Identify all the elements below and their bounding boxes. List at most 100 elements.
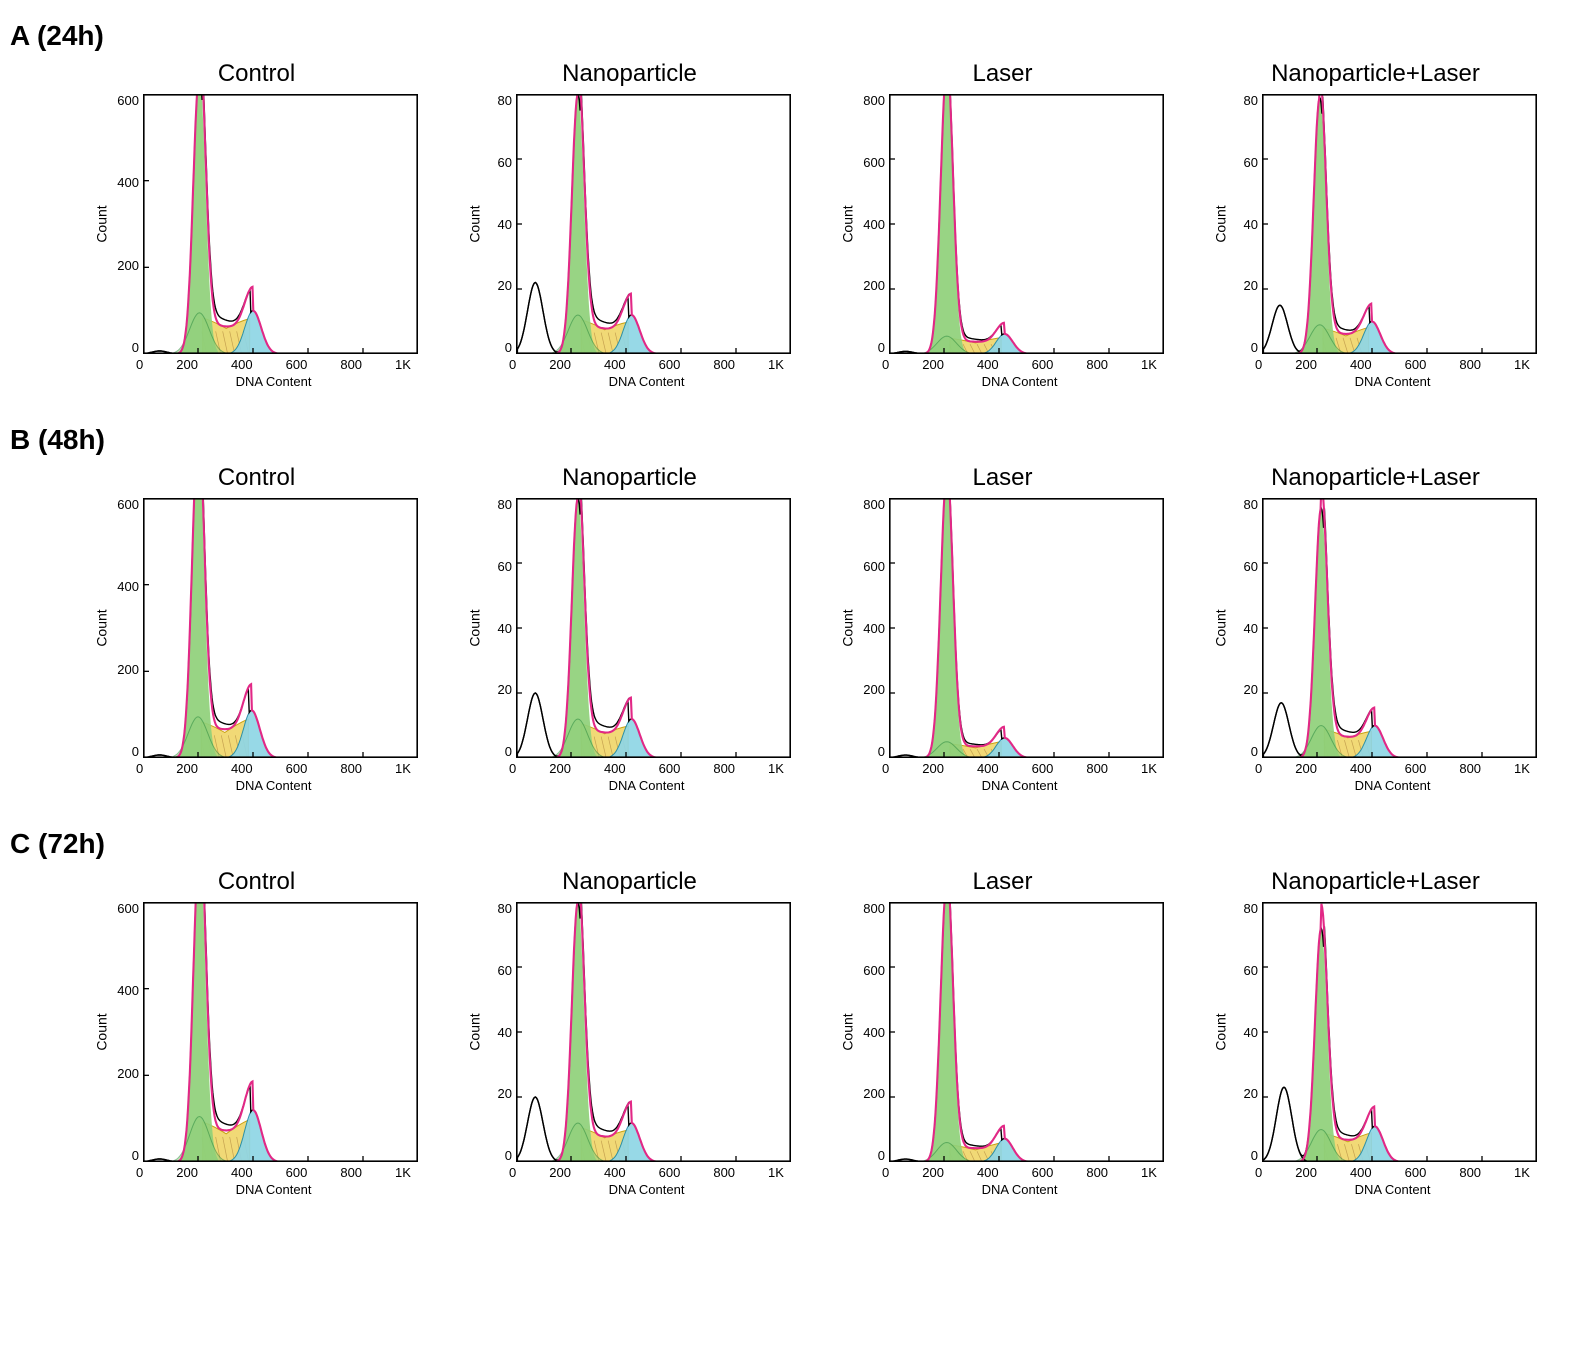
x-tick: 200 [1295, 1165, 1317, 1180]
y-tick: 0 [1228, 745, 1258, 758]
y-tick: 0 [1228, 1149, 1258, 1162]
y-tick: 40 [482, 218, 512, 231]
y-tick: 20 [482, 683, 512, 696]
panel: ControlCount600400200002004006008001KDNA… [95, 60, 418, 389]
x-tick: 800 [1086, 761, 1108, 776]
x-tick: 1K [768, 761, 784, 776]
panel: Nanoparticle+LaserCount80604020002004006… [1214, 464, 1537, 793]
panel: Nanoparticle+Laser Count8060402000 200 400 6… [1214, 60, 1537, 389]
x-tick: 200 [549, 761, 571, 776]
y-ticks: 6004002000 [109, 498, 143, 758]
x-tick: 600 [1405, 761, 1427, 776]
y-ticks: 806040200 [482, 902, 516, 1162]
y-axis-label: Count [94, 1013, 110, 1050]
x-ticks: 02004006008001K [509, 357, 784, 372]
y-tick: 0 [482, 341, 512, 354]
x-tick: 800 [1459, 761, 1481, 776]
y-tick: 400 [109, 580, 139, 593]
x-tick: 600 [1032, 1165, 1054, 1180]
x-axis-label: DNA Content [882, 1182, 1157, 1197]
y-tick: 800 [855, 94, 885, 107]
y-tick: 400 [855, 218, 885, 231]
x-tick: 200 [1295, 357, 1317, 372]
x-ticks: 02004006008001K [882, 761, 1157, 776]
x-tick: 1K [395, 761, 411, 776]
x-tick: 0 [509, 357, 516, 372]
panel: ControlCount600400200002004006008001KDNA… [95, 868, 418, 1197]
y-tick: 80 [482, 498, 512, 511]
y-tick: 200 [109, 663, 139, 676]
x-tick: 600 [1032, 357, 1054, 372]
figure-root: A (24h)ControlCount600400200002004006008… [10, 20, 1569, 1197]
y-tick: 400 [855, 1026, 885, 1039]
panel-title: Laser [972, 60, 1032, 88]
y-tick: 40 [482, 1026, 512, 1039]
x-ticks: 02004006008001K [509, 1165, 784, 1180]
x-tick: 200 [549, 357, 571, 372]
y-tick: 0 [1228, 341, 1258, 354]
x-tick: 400 [1350, 357, 1372, 372]
histogram-svg [516, 902, 791, 1162]
y-axis-label: Count [840, 205, 856, 242]
y-tick: 0 [855, 745, 885, 758]
x-axis-label: DNA Content [882, 778, 1157, 793]
chart-wrap: Count8006004002000 [841, 94, 1164, 354]
x-tick: 800 [713, 761, 735, 776]
x-tick: 400 [231, 357, 253, 372]
x-tick: 1K [1141, 1165, 1157, 1180]
y-tick: 80 [482, 902, 512, 915]
x-tick: 600 [659, 1165, 681, 1180]
panel-title: Nanoparticle+Laser [1271, 60, 1480, 88]
y-tick: 200 [855, 279, 885, 292]
y-tick: 0 [109, 1149, 139, 1162]
x-axis-label: DNA Content [509, 374, 784, 389]
y-tick: 0 [482, 745, 512, 758]
x-tick: 200 [1295, 761, 1317, 776]
x-tick: 200 [922, 761, 944, 776]
x-tick: 600 [1405, 357, 1427, 372]
x-ticks: 02004006008001K [136, 761, 411, 776]
x-tick: 200 [922, 357, 944, 372]
y-tick: 800 [855, 498, 885, 511]
y-ticks: 6004002000 [109, 94, 143, 354]
x-tick: 400 [604, 761, 626, 776]
x-tick: 1K [768, 357, 784, 372]
x-tick: 400 [977, 1165, 999, 1180]
y-tick: 40 [482, 622, 512, 635]
x-axis-label: DNA Content [509, 778, 784, 793]
x-tick: 0 [1255, 761, 1262, 776]
x-tick: 0 [509, 1165, 516, 1180]
x-axis-label: DNA Content [509, 1182, 784, 1197]
y-axis-label: Count [94, 609, 110, 646]
panel: LaserCount800600400200002004006008001KDN… [841, 868, 1164, 1197]
histogram-svg [143, 902, 418, 1162]
section-label: A (24h) [10, 20, 1569, 52]
y-tick: 200 [109, 259, 139, 272]
y-tick: 0 [109, 341, 139, 354]
chart-wrap: Count806040200 [468, 94, 791, 354]
panel: LaserCount800600400200002004006008001KDN… [841, 60, 1164, 389]
panel-title: Control [218, 464, 295, 492]
y-ticks: 806040200 [1228, 94, 1262, 354]
x-axis-label: DNA Content [882, 374, 1157, 389]
x-axis-label: DNA Content [136, 1182, 411, 1197]
y-ticks: 8006004002000 [855, 498, 889, 758]
y-axis-label: Count [1213, 205, 1229, 242]
x-tick: 400 [1350, 1165, 1372, 1180]
panel: ControlCount600400200002004006008001KDNA… [95, 464, 418, 793]
y-ticks: 806040200 [482, 498, 516, 758]
panel-title: Laser [972, 464, 1032, 492]
x-ticks: 02004006008001K [136, 1165, 411, 1180]
panel-title: Nanoparticle+Laser [1271, 464, 1480, 492]
x-tick: 400 [604, 1165, 626, 1180]
panel-title: Control [218, 60, 295, 88]
x-tick: 600 [659, 357, 681, 372]
y-tick: 0 [109, 745, 139, 758]
x-ticks: 02004006008001K [882, 1165, 1157, 1180]
y-tick: 0 [482, 1149, 512, 1162]
y-tick: 20 [1228, 683, 1258, 696]
panel-title: Control [218, 868, 295, 896]
x-tick: 600 [1032, 761, 1054, 776]
x-tick: 800 [1459, 357, 1481, 372]
x-tick: 800 [340, 357, 362, 372]
